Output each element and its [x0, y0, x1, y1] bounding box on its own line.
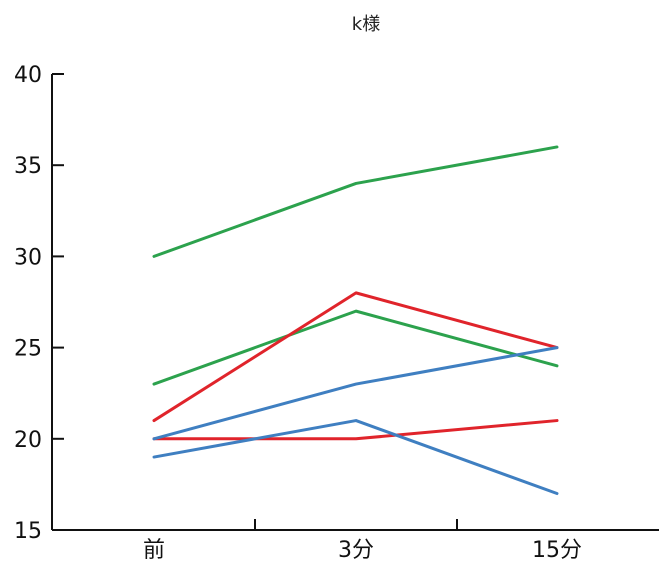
x-tick-label: 前	[143, 538, 165, 563]
y-tick-label: 30	[14, 245, 42, 270]
y-tick-label: 40	[14, 63, 42, 88]
series-line-3	[152, 291, 559, 423]
series-line-5	[152, 346, 559, 441]
series-line-6	[152, 419, 559, 496]
series-line-2	[152, 309, 559, 386]
y-tick-label: 20	[14, 428, 42, 453]
y-tick-label: 35	[14, 154, 42, 179]
chart-title: k様	[352, 14, 380, 35]
y-axis-ticks: 15 20 25 30 35 40	[14, 63, 64, 544]
y-tick-label: 25	[14, 337, 42, 362]
y-tick-label: 15	[14, 519, 42, 544]
series-line-1	[152, 145, 559, 258]
series-line-4	[152, 419, 559, 441]
x-axis-ticks: 前 3分 15分	[143, 519, 582, 563]
x-tick-label: 15分	[532, 538, 582, 563]
series-lines	[152, 145, 559, 496]
x-tick-label: 3分	[338, 538, 374, 563]
axes	[51, 74, 659, 531]
